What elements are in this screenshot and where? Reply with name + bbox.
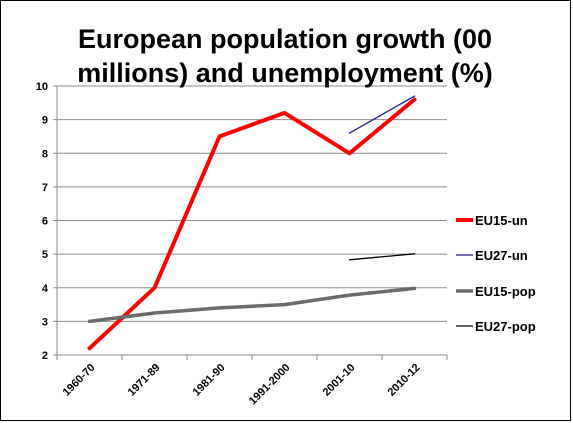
y-tick-label-4: 4 bbox=[42, 283, 49, 295]
series-line-EU27-pop bbox=[348, 253, 416, 261]
x-tick-labels: 1960-70 1971-89 1981-90 1991-2000 2001-10 201… bbox=[61, 362, 423, 408]
y-tick-label-7: 7 bbox=[42, 182, 48, 194]
x-tick-label-2001-10: 2001-10 bbox=[321, 362, 358, 399]
gridlines bbox=[57, 85, 447, 322]
x-tick-label-2010-12: 2010-12 bbox=[386, 362, 423, 399]
legend-label-EU15-un: EU15-un bbox=[475, 213, 528, 228]
series-line-EU15-pop bbox=[87, 286, 417, 324]
y-tick-label-9: 9 bbox=[42, 115, 48, 127]
legend: EU15-un EU27-un EU15-pop EU27-pop bbox=[456, 213, 536, 334]
legend-label-EU15-pop: EU15-pop bbox=[475, 284, 536, 299]
series-lines bbox=[87, 95, 417, 351]
y-tick-label-5: 5 bbox=[42, 249, 48, 261]
series-line-EU15-un bbox=[87, 97, 417, 351]
axes bbox=[53, 85, 448, 360]
y-tick-label-2: 2 bbox=[42, 350, 48, 362]
y-tick-label-6: 6 bbox=[42, 216, 48, 228]
y-tick-labels: 2 3 4 5 6 7 8 9 10 bbox=[36, 81, 49, 362]
chart-title-line2: millions) and unemployment (%) bbox=[77, 58, 493, 88]
x-tick-label-1960-70: 1960-70 bbox=[61, 362, 98, 399]
x-tick-label-1991-2000: 1991-2000 bbox=[247, 362, 293, 408]
legend-label-EU27-un: EU27-un bbox=[475, 248, 528, 263]
x-tick-label-1971-89: 1971-89 bbox=[126, 362, 163, 399]
y-tick-label-3: 3 bbox=[42, 316, 48, 328]
y-tick-label-10: 10 bbox=[36, 81, 48, 93]
series-line-EU27-un bbox=[348, 95, 416, 134]
y-tick-label-8: 8 bbox=[42, 148, 48, 160]
chart-title-line1: European population growth (00 bbox=[78, 24, 492, 54]
legend-label-EU27-pop: EU27-pop bbox=[475, 319, 536, 334]
x-tick-label-1981-90: 1981-90 bbox=[191, 362, 228, 399]
